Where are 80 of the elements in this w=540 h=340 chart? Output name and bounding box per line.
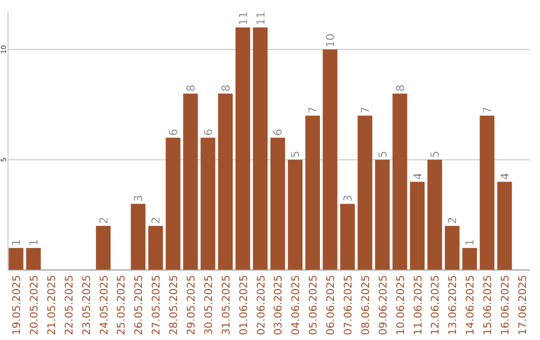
x-tick-label: 08.06.2025 <box>360 275 372 336</box>
x-tick-label: 19.05.2025 <box>11 275 24 336</box>
data-label: 5 <box>428 150 442 158</box>
bar <box>148 226 163 270</box>
x-tick-label: 28.05.2025 <box>168 275 180 336</box>
bar <box>218 94 233 270</box>
x-tick-label: 14.06.2025 <box>464 275 477 336</box>
x-tick-label: 27.05.2025 <box>150 275 163 336</box>
bar <box>462 248 477 270</box>
x-tick-label: 01.06.2025 <box>238 275 250 336</box>
bar <box>427 160 442 270</box>
x-tick-label: 04.06.2025 <box>290 275 302 336</box>
data-label: 10 <box>324 33 338 48</box>
bar <box>8 248 24 270</box>
bar <box>96 226 111 270</box>
x-tick-label: 15.06.2025 <box>482 275 494 336</box>
x-tick-label: 03.06.2025 <box>272 275 285 336</box>
bar <box>26 248 41 270</box>
bar <box>322 49 338 270</box>
bar <box>358 116 372 270</box>
bar <box>270 138 286 270</box>
data-label: 8 <box>394 84 407 92</box>
bar <box>130 204 146 270</box>
bar <box>410 182 425 270</box>
bar <box>200 138 216 270</box>
data-label: 7 <box>306 106 320 114</box>
data-label: 2 <box>97 216 110 224</box>
x-tick-label: 29.05.2025 <box>185 275 198 336</box>
x-tick-label: 24.05.2025 <box>98 275 110 336</box>
data-label: 3 <box>342 194 355 202</box>
data-label: 3 <box>132 194 146 202</box>
data-label: 1 <box>10 238 24 246</box>
x-tick-label: 07.06.2025 <box>342 275 355 336</box>
x-tick-label: 31.05.2025 <box>220 275 232 336</box>
x-tick-label: 21.05.2025 <box>46 275 58 336</box>
x-tick-label: 11.06.2025 <box>412 275 424 336</box>
bar <box>375 160 390 270</box>
data-label: 6 <box>272 128 285 136</box>
bar <box>236 27 250 270</box>
data-label: 11 <box>236 11 250 26</box>
x-tick-label: 10.06.2025 <box>394 275 407 336</box>
x-tick-label: 05.06.2025 <box>308 275 320 336</box>
x-tick-label: 20.05.2025 <box>28 275 40 336</box>
x-tick-label: 16.06.2025 <box>500 275 512 336</box>
data-label: 4 <box>498 172 512 180</box>
data-label: 4 <box>411 172 424 180</box>
data-label: 5 <box>289 150 302 158</box>
x-tick-label: 06.06.2025 <box>325 275 338 336</box>
bar <box>444 226 460 270</box>
x-tick-label: 23.05.2025 <box>80 275 93 336</box>
x-tick-label: 09.06.2025 <box>377 275 390 336</box>
bar <box>392 94 408 270</box>
data-label: 8 <box>184 84 198 92</box>
data-label: 1 <box>27 238 40 246</box>
x-tick-label: 12.06.2025 <box>430 275 442 336</box>
data-label: 5 <box>376 150 390 158</box>
x-tick-label: 26.05.2025 <box>133 275 146 336</box>
data-label: 6 <box>167 128 180 136</box>
data-label: 7 <box>358 106 372 114</box>
data-label: 8 <box>219 84 232 92</box>
bar <box>166 138 180 270</box>
data-label: 2 <box>150 216 163 224</box>
data-label: 11 <box>254 11 268 26</box>
data-label: 1 <box>464 238 477 246</box>
x-tick-label: 13.06.2025 <box>447 275 460 336</box>
data-label: 6 <box>202 128 215 136</box>
x-tick-label: 22.05.2025 <box>63 275 76 336</box>
bar <box>183 94 198 270</box>
bar <box>497 182 512 270</box>
bar <box>252 27 268 270</box>
bar <box>288 160 302 270</box>
bar <box>305 116 320 270</box>
x-tick-label: 30.05.2025 <box>202 275 215 336</box>
data-label: 2 <box>446 216 460 224</box>
x-tick-label: 25.05.2025 <box>116 275 128 336</box>
data-label: 7 <box>481 106 494 114</box>
x-tick-label: 17.06.2025 <box>516 275 529 336</box>
bar <box>340 204 355 270</box>
bar <box>480 116 494 270</box>
x-tick-label: 02.06.2025 <box>255 275 268 336</box>
